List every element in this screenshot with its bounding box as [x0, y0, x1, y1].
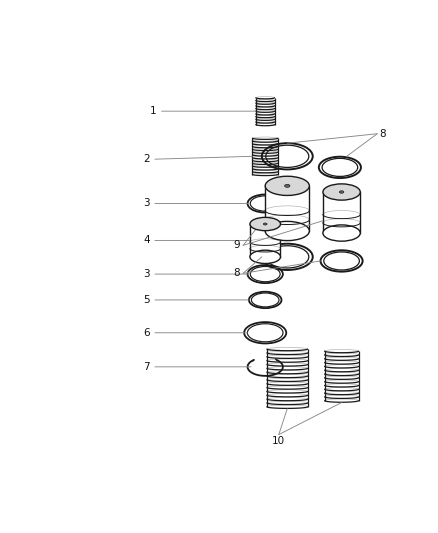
Text: 6: 6 [143, 328, 150, 338]
Text: 4: 4 [143, 236, 150, 245]
Ellipse shape [285, 184, 290, 187]
Ellipse shape [250, 250, 280, 263]
Text: 5: 5 [143, 295, 150, 305]
Text: 2: 2 [143, 154, 150, 164]
Ellipse shape [250, 217, 280, 231]
FancyBboxPatch shape [265, 186, 309, 234]
Ellipse shape [323, 225, 360, 241]
FancyBboxPatch shape [250, 224, 280, 259]
Text: 9: 9 [233, 240, 240, 251]
Text: 3: 3 [143, 269, 150, 279]
Text: 10: 10 [272, 435, 285, 446]
FancyBboxPatch shape [323, 192, 360, 236]
Ellipse shape [265, 221, 309, 240]
Ellipse shape [339, 191, 344, 193]
Text: 7: 7 [143, 362, 150, 372]
Text: 8: 8 [379, 129, 385, 139]
Ellipse shape [265, 176, 309, 196]
Text: 8: 8 [233, 268, 240, 278]
Text: 1: 1 [150, 106, 156, 116]
Ellipse shape [263, 223, 267, 225]
Ellipse shape [323, 184, 360, 200]
Text: 3: 3 [143, 198, 150, 208]
